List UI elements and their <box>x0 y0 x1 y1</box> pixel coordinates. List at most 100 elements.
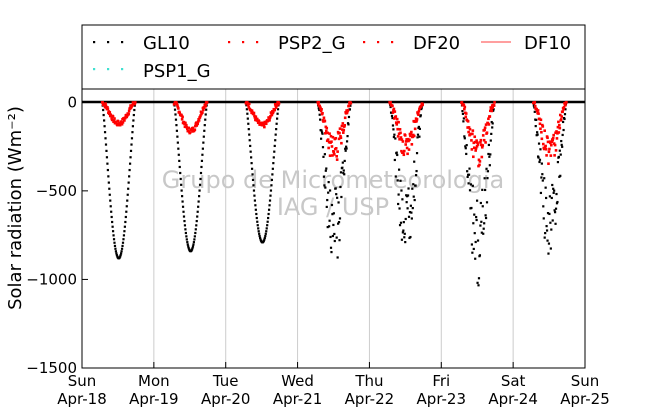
legend-marker-dot <box>242 41 245 44</box>
gl10-point <box>390 111 393 114</box>
gl10-point <box>419 114 422 117</box>
gl10-point <box>133 104 136 107</box>
psp2-df20-point <box>331 135 335 139</box>
gl10-point <box>344 149 347 152</box>
gl10-point <box>336 256 339 259</box>
gl10-point <box>540 162 543 165</box>
gl10-point <box>490 120 493 124</box>
psp2-df20-point <box>339 134 342 138</box>
psp2-df20-point <box>535 108 538 111</box>
gl10-point <box>559 174 562 177</box>
gl10-point <box>191 245 195 248</box>
gl10-point <box>109 205 112 208</box>
psp2-df20-point <box>474 149 477 152</box>
gl10-point <box>346 122 350 125</box>
psp2-df20-point <box>250 109 254 113</box>
psp2-df20-point <box>399 131 402 135</box>
gl10-point <box>477 277 481 280</box>
gl10-point <box>332 212 335 215</box>
psp2-df20-point <box>112 119 116 122</box>
gl10-point <box>409 204 412 207</box>
psp2-df20-point <box>343 124 347 127</box>
gl10-point <box>348 108 352 111</box>
legend-marker-psp2-g <box>228 41 259 44</box>
psp2-df20-point <box>333 153 336 156</box>
gl10-point <box>464 147 467 150</box>
gl10-point <box>539 191 543 195</box>
gl10-point <box>328 219 331 222</box>
psp2-df20-point <box>553 143 557 147</box>
gl10-point <box>181 205 185 208</box>
psp2-df20-point <box>491 106 494 110</box>
gl10-point <box>418 135 421 138</box>
gl10-point <box>197 200 200 203</box>
gl10-point <box>256 224 259 227</box>
gl10-point <box>182 210 185 213</box>
gl10-point <box>410 217 413 220</box>
series-psp2-df20 <box>100 101 568 168</box>
legend-marker-gl10 <box>93 41 124 44</box>
gl10-point <box>403 232 406 235</box>
psp2-df20-point <box>556 132 559 135</box>
gl10-point <box>271 167 274 170</box>
psp2-df20-point <box>405 146 409 150</box>
psp2-df20-point <box>173 102 176 106</box>
gl10-point <box>398 207 401 210</box>
gl10-point <box>345 140 349 143</box>
gl10-point <box>488 155 491 158</box>
gl10-point <box>403 236 406 239</box>
gl10-point <box>130 143 133 146</box>
gl10-point <box>185 238 188 241</box>
psp2-df20-point <box>542 147 546 151</box>
psp2-df20-point <box>554 131 557 135</box>
watermark: Grupo de Micrometeorologia IAG / USP <box>162 166 504 221</box>
gl10-point <box>113 244 117 248</box>
gl10-point <box>200 159 204 162</box>
psp2-df20-point <box>549 154 553 157</box>
gl10-point <box>187 245 190 248</box>
gl10-point <box>319 137 323 140</box>
psp2-df20-point <box>338 131 341 135</box>
psp2-df20-point <box>565 101 568 104</box>
gl10-point <box>321 146 325 149</box>
psp2-df20-point <box>396 127 399 131</box>
gl10-point <box>416 136 419 139</box>
gl10-point <box>128 168 131 172</box>
gl10-point <box>319 118 322 121</box>
psp2-df20-point <box>324 125 328 129</box>
gl10-point <box>325 205 328 209</box>
psp2-df20-point <box>330 140 333 143</box>
psp2-df20-point <box>118 123 122 127</box>
gl10-point <box>414 184 417 187</box>
gl10-point <box>192 241 196 244</box>
gl10-point <box>122 238 125 241</box>
gl10-point <box>479 201 482 205</box>
psp2-df20-point <box>551 136 555 140</box>
psp2-df20-point <box>324 131 327 135</box>
psp2-df20-point <box>182 120 186 124</box>
gl10-point <box>474 240 477 244</box>
gl10-point <box>479 224 482 227</box>
x-axis: SunApr-18MonApr-19TueApr-20WedApr-21ThuA… <box>57 362 610 408</box>
gl10-point <box>128 162 132 165</box>
gl10-point <box>552 191 555 194</box>
psp2-df20-point <box>116 119 120 123</box>
gl10-point <box>335 236 338 239</box>
psp2-df20-point <box>467 130 470 134</box>
gl10-point <box>274 133 277 136</box>
gl10-point <box>546 239 549 242</box>
gl10-point <box>390 114 394 118</box>
psp2-df20-point <box>410 130 413 134</box>
psp2-df20-point <box>324 129 328 133</box>
gl10-point <box>268 204 271 207</box>
gl10-point <box>484 214 487 217</box>
gl10-point <box>271 173 274 176</box>
gl10-point <box>268 199 272 202</box>
y-tick-label: −1000 <box>26 270 77 288</box>
psp2-df20-point <box>270 112 273 115</box>
gl10-point <box>128 175 131 178</box>
gl10-point <box>545 196 548 200</box>
psp2-df20-point <box>562 107 565 111</box>
gl10-point <box>335 193 338 196</box>
psp2-df20-point <box>419 104 423 108</box>
